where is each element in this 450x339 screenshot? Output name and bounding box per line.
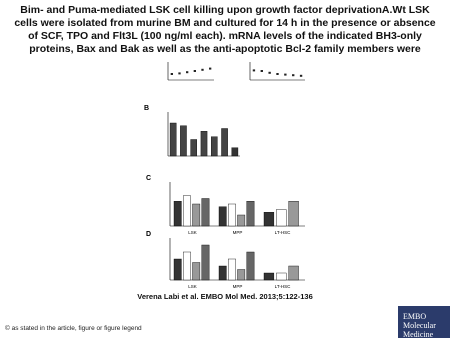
bar xyxy=(210,136,218,157)
bar xyxy=(260,70,263,72)
bar xyxy=(299,74,303,77)
bar xyxy=(201,198,210,227)
bar xyxy=(200,131,208,157)
bar xyxy=(231,147,239,157)
bar xyxy=(180,125,187,157)
group-label: MPP xyxy=(233,230,243,235)
logo-line: Molecular Medicine xyxy=(403,321,436,339)
caption: Bim- and Puma-mediated LSK cell killing … xyxy=(14,4,436,68)
bar xyxy=(246,251,255,281)
bar xyxy=(178,72,181,75)
group-label: LSK xyxy=(188,230,197,235)
panel-label: D xyxy=(146,231,151,238)
bar xyxy=(288,201,299,227)
bar xyxy=(292,74,295,77)
bar xyxy=(263,212,275,227)
bar xyxy=(218,206,227,227)
panel-label: C xyxy=(146,175,151,182)
bar xyxy=(228,258,236,281)
group-label: LSK xyxy=(188,284,197,288)
bar xyxy=(169,122,177,157)
bar xyxy=(201,244,210,281)
bar xyxy=(186,71,189,74)
bar xyxy=(237,214,246,227)
bar xyxy=(276,272,287,281)
bar xyxy=(190,139,197,157)
figure-background xyxy=(140,56,315,288)
bar xyxy=(173,201,182,227)
bar xyxy=(246,201,255,227)
bar xyxy=(192,262,201,281)
bar xyxy=(170,73,173,75)
group-label: MPP xyxy=(233,284,243,288)
bar xyxy=(268,71,271,74)
logo-line: EMBO xyxy=(403,312,427,321)
logo: EMBO Molecular Medicine xyxy=(398,306,450,339)
group-label: LT-HSC xyxy=(275,230,291,235)
figure: B C LSK MPP LT-HSC D LSK MPP LT-HSC xyxy=(140,56,315,288)
bar xyxy=(276,209,287,227)
bar xyxy=(193,70,196,72)
bar xyxy=(183,251,191,281)
footer: © as stated in the article, figure or fi… xyxy=(5,325,142,332)
bar xyxy=(263,272,275,281)
bar xyxy=(221,128,228,157)
bar xyxy=(288,265,299,281)
panel-label: B xyxy=(144,105,149,112)
bar xyxy=(201,68,204,71)
bar xyxy=(237,269,246,281)
bar xyxy=(276,73,279,75)
bar xyxy=(209,67,212,70)
bar xyxy=(183,195,191,227)
bar xyxy=(192,203,201,227)
bar xyxy=(284,73,287,76)
bar xyxy=(228,203,236,227)
bar xyxy=(252,69,256,72)
citation: Verena Labi et al. EMBO Mol Med. 2013;5:… xyxy=(137,292,313,301)
group-label: LT-HSC xyxy=(275,284,291,288)
bar xyxy=(218,265,227,281)
bar xyxy=(173,258,182,281)
